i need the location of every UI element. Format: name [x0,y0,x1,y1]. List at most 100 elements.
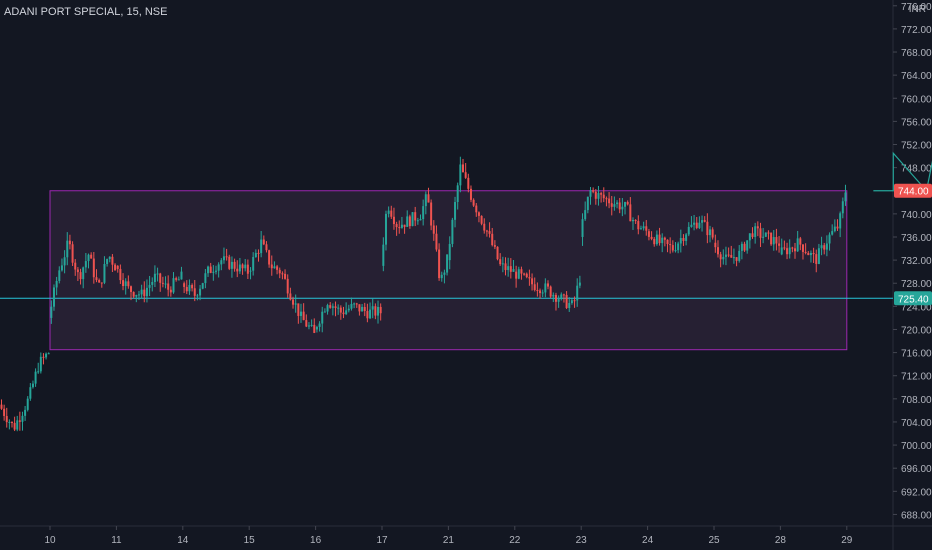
candle-body [284,273,287,279]
candle-body [355,303,358,305]
candle-body [422,206,425,220]
candle-body [10,421,13,423]
candle-body [21,415,24,422]
candle-body [137,294,140,296]
candle-body [140,289,143,295]
price-label: 725.40 [898,294,929,305]
candle-body [663,237,666,240]
candle-body [50,306,53,318]
candle-body [616,202,619,205]
candle-body [759,228,762,238]
candle-body [215,270,217,272]
candle-body [459,164,462,186]
x-tick-label: 28 [775,535,787,546]
candle-body [685,234,688,241]
candle-body [252,257,255,271]
price-label-bg [894,291,932,306]
candle-body [212,271,215,273]
candle-body [331,306,334,308]
candle-body [58,270,61,281]
candle-body [655,234,658,245]
candle-body [403,224,406,227]
candle-body [523,273,526,275]
candle-body [788,247,791,255]
candle-body [775,237,778,244]
candle-body [313,324,316,333]
candle-body [71,244,74,263]
candle-body [387,210,390,214]
candle-body [326,305,329,312]
y-tick-label: 700.00 [901,441,932,452]
y-tick-label: 712.00 [901,372,932,383]
candle-body [217,264,220,271]
candle-body [825,243,828,250]
candle-body [624,202,627,207]
candle-body [318,323,321,327]
candle-body [411,212,414,227]
candle-body [188,284,191,292]
candle-body [310,324,313,326]
y-tick-label: 732.00 [901,256,932,267]
candle-body [132,291,135,297]
candle-body [424,194,427,207]
candle-body [416,220,419,222]
candle-body [576,285,579,301]
candle-body [339,307,342,313]
candle-body [29,387,32,399]
y-tick-label: 764.00 [901,71,932,82]
candle-body [483,223,486,231]
candle-body [666,239,669,245]
candle-body [754,226,757,237]
candle-body [520,269,523,274]
y-tick-label: 768.00 [901,48,932,59]
candle-body [31,383,34,388]
candle-body [499,259,502,265]
candle-body [45,353,48,358]
candle-body [347,308,350,311]
candle-body [507,266,510,271]
candle-body [475,205,478,213]
candle-body [164,283,167,285]
candle-body [238,264,241,272]
candle-body [66,240,69,258]
candle-body [299,311,302,316]
candle-body [337,307,340,309]
candle-body [756,226,759,229]
candle-body [18,420,21,422]
candle-body [477,212,480,216]
candle-body [135,294,138,297]
candle-body [230,261,233,269]
candle-body [791,247,794,249]
candle-body [823,245,826,250]
candle-body [578,282,581,286]
candle-body [382,244,385,266]
candle-body [594,191,597,199]
candle-body [568,303,571,308]
candle-body [153,273,156,282]
candle-body [451,219,454,244]
candle-body [801,244,804,252]
candle-body [626,202,629,205]
candle-body [145,287,148,297]
candle-body [440,274,443,279]
candle-body [366,311,369,319]
candle-body [767,232,770,234]
candle-body [716,247,719,255]
x-tick-label: 21 [443,535,455,546]
candle-body [730,255,733,258]
candle-body [151,281,154,285]
candle-body [786,248,789,255]
candle-body [84,261,87,268]
candle-body [512,269,515,272]
candle-body [831,231,834,235]
candle-body [613,204,616,207]
candle-body [560,294,563,300]
candle-body [323,311,326,313]
candle-body [698,222,701,228]
candle-body [294,303,297,305]
candle-body [379,306,382,314]
x-tick-label: 11 [111,535,122,546]
candle-body [76,269,79,273]
symbol-header: ADANI PORT SPECIAL, 15, NSE [4,6,168,18]
